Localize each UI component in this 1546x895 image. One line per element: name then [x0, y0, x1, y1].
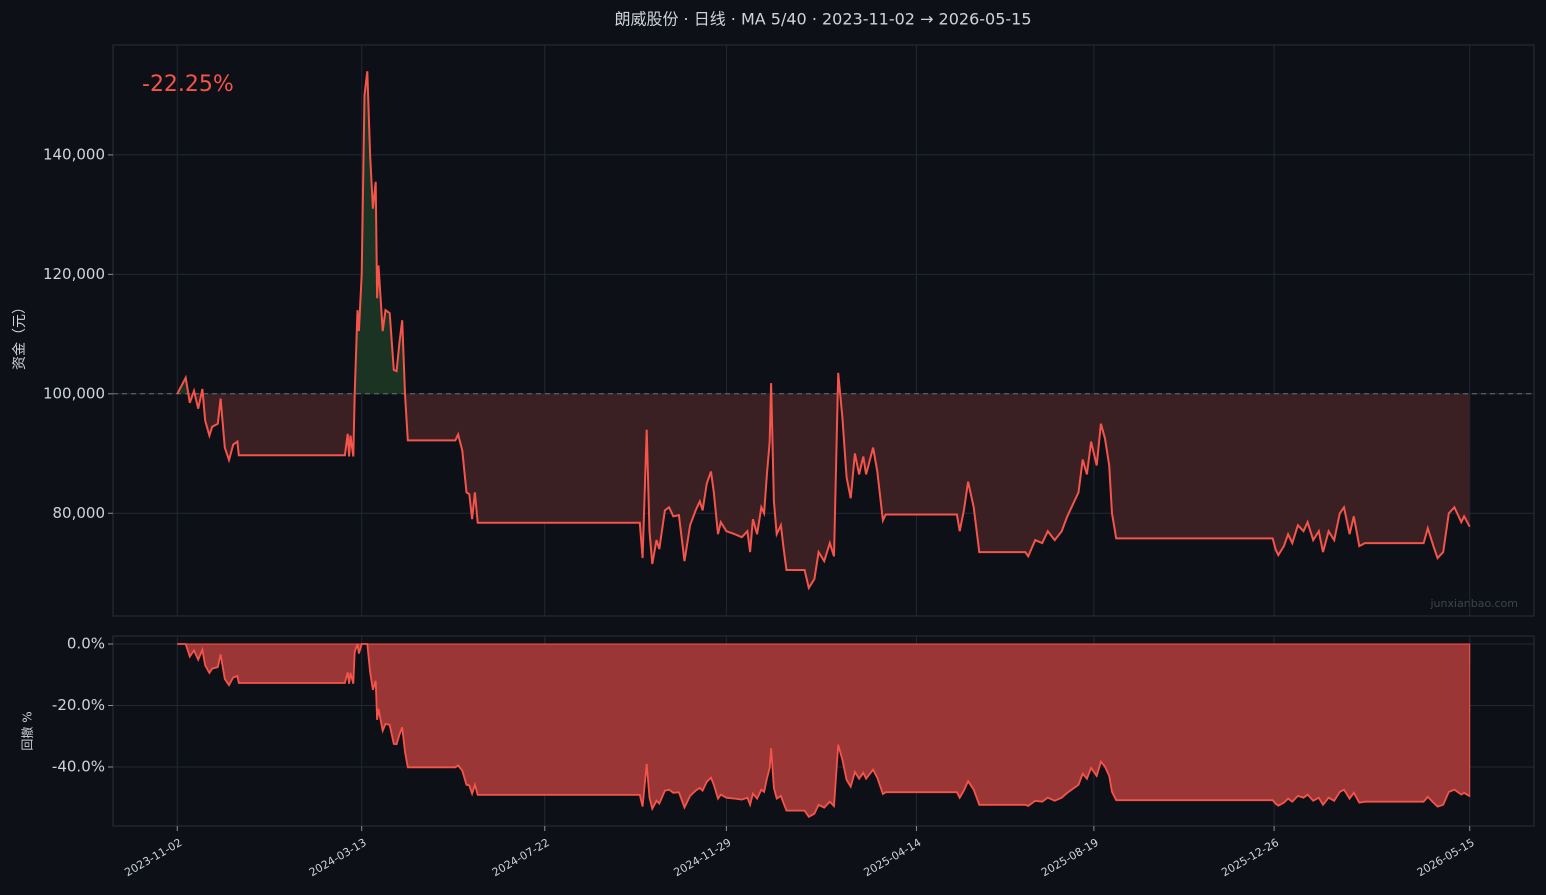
chart-title: 朗威股份 · 日线 · MA 5/40 · 2023-11-02 → 2026-…	[614, 10, 1031, 29]
y-tick-label: -40.0%	[52, 757, 105, 775]
y-tick-label: 120,000	[43, 265, 105, 283]
drawdown-line	[177, 643, 1471, 818]
y-tick-label: 80,000	[53, 504, 106, 522]
x-tick-label: 2026-05-15	[1415, 836, 1477, 879]
y-axis-label: 资金（元）	[12, 300, 28, 370]
y-tick-label: 140,000	[43, 145, 105, 163]
return-annotation: -22.25%	[142, 72, 234, 97]
y-axis-label: 回撤 %	[20, 711, 35, 750]
x-tick-label: 2024-11-29	[672, 836, 734, 879]
watermark: junxianbao.com	[1429, 597, 1518, 610]
x-tick-label: 2025-04-14	[862, 836, 924, 879]
y-tick-label: 0.0%	[67, 634, 105, 652]
x-tick-label: 2025-12-26	[1219, 836, 1281, 879]
equity-line	[176, 71, 1471, 591]
x-tick-label: 2024-03-13	[307, 836, 369, 879]
y-tick-label: 100,000	[43, 384, 105, 402]
x-tick-label: 2023-11-02	[122, 836, 184, 879]
loss-area	[177, 393, 1470, 588]
x-tick-label: 2025-08-19	[1039, 836, 1101, 879]
x-tick-label: 2024-07-22	[490, 836, 552, 879]
y-tick-label: -20.0%	[52, 696, 105, 714]
